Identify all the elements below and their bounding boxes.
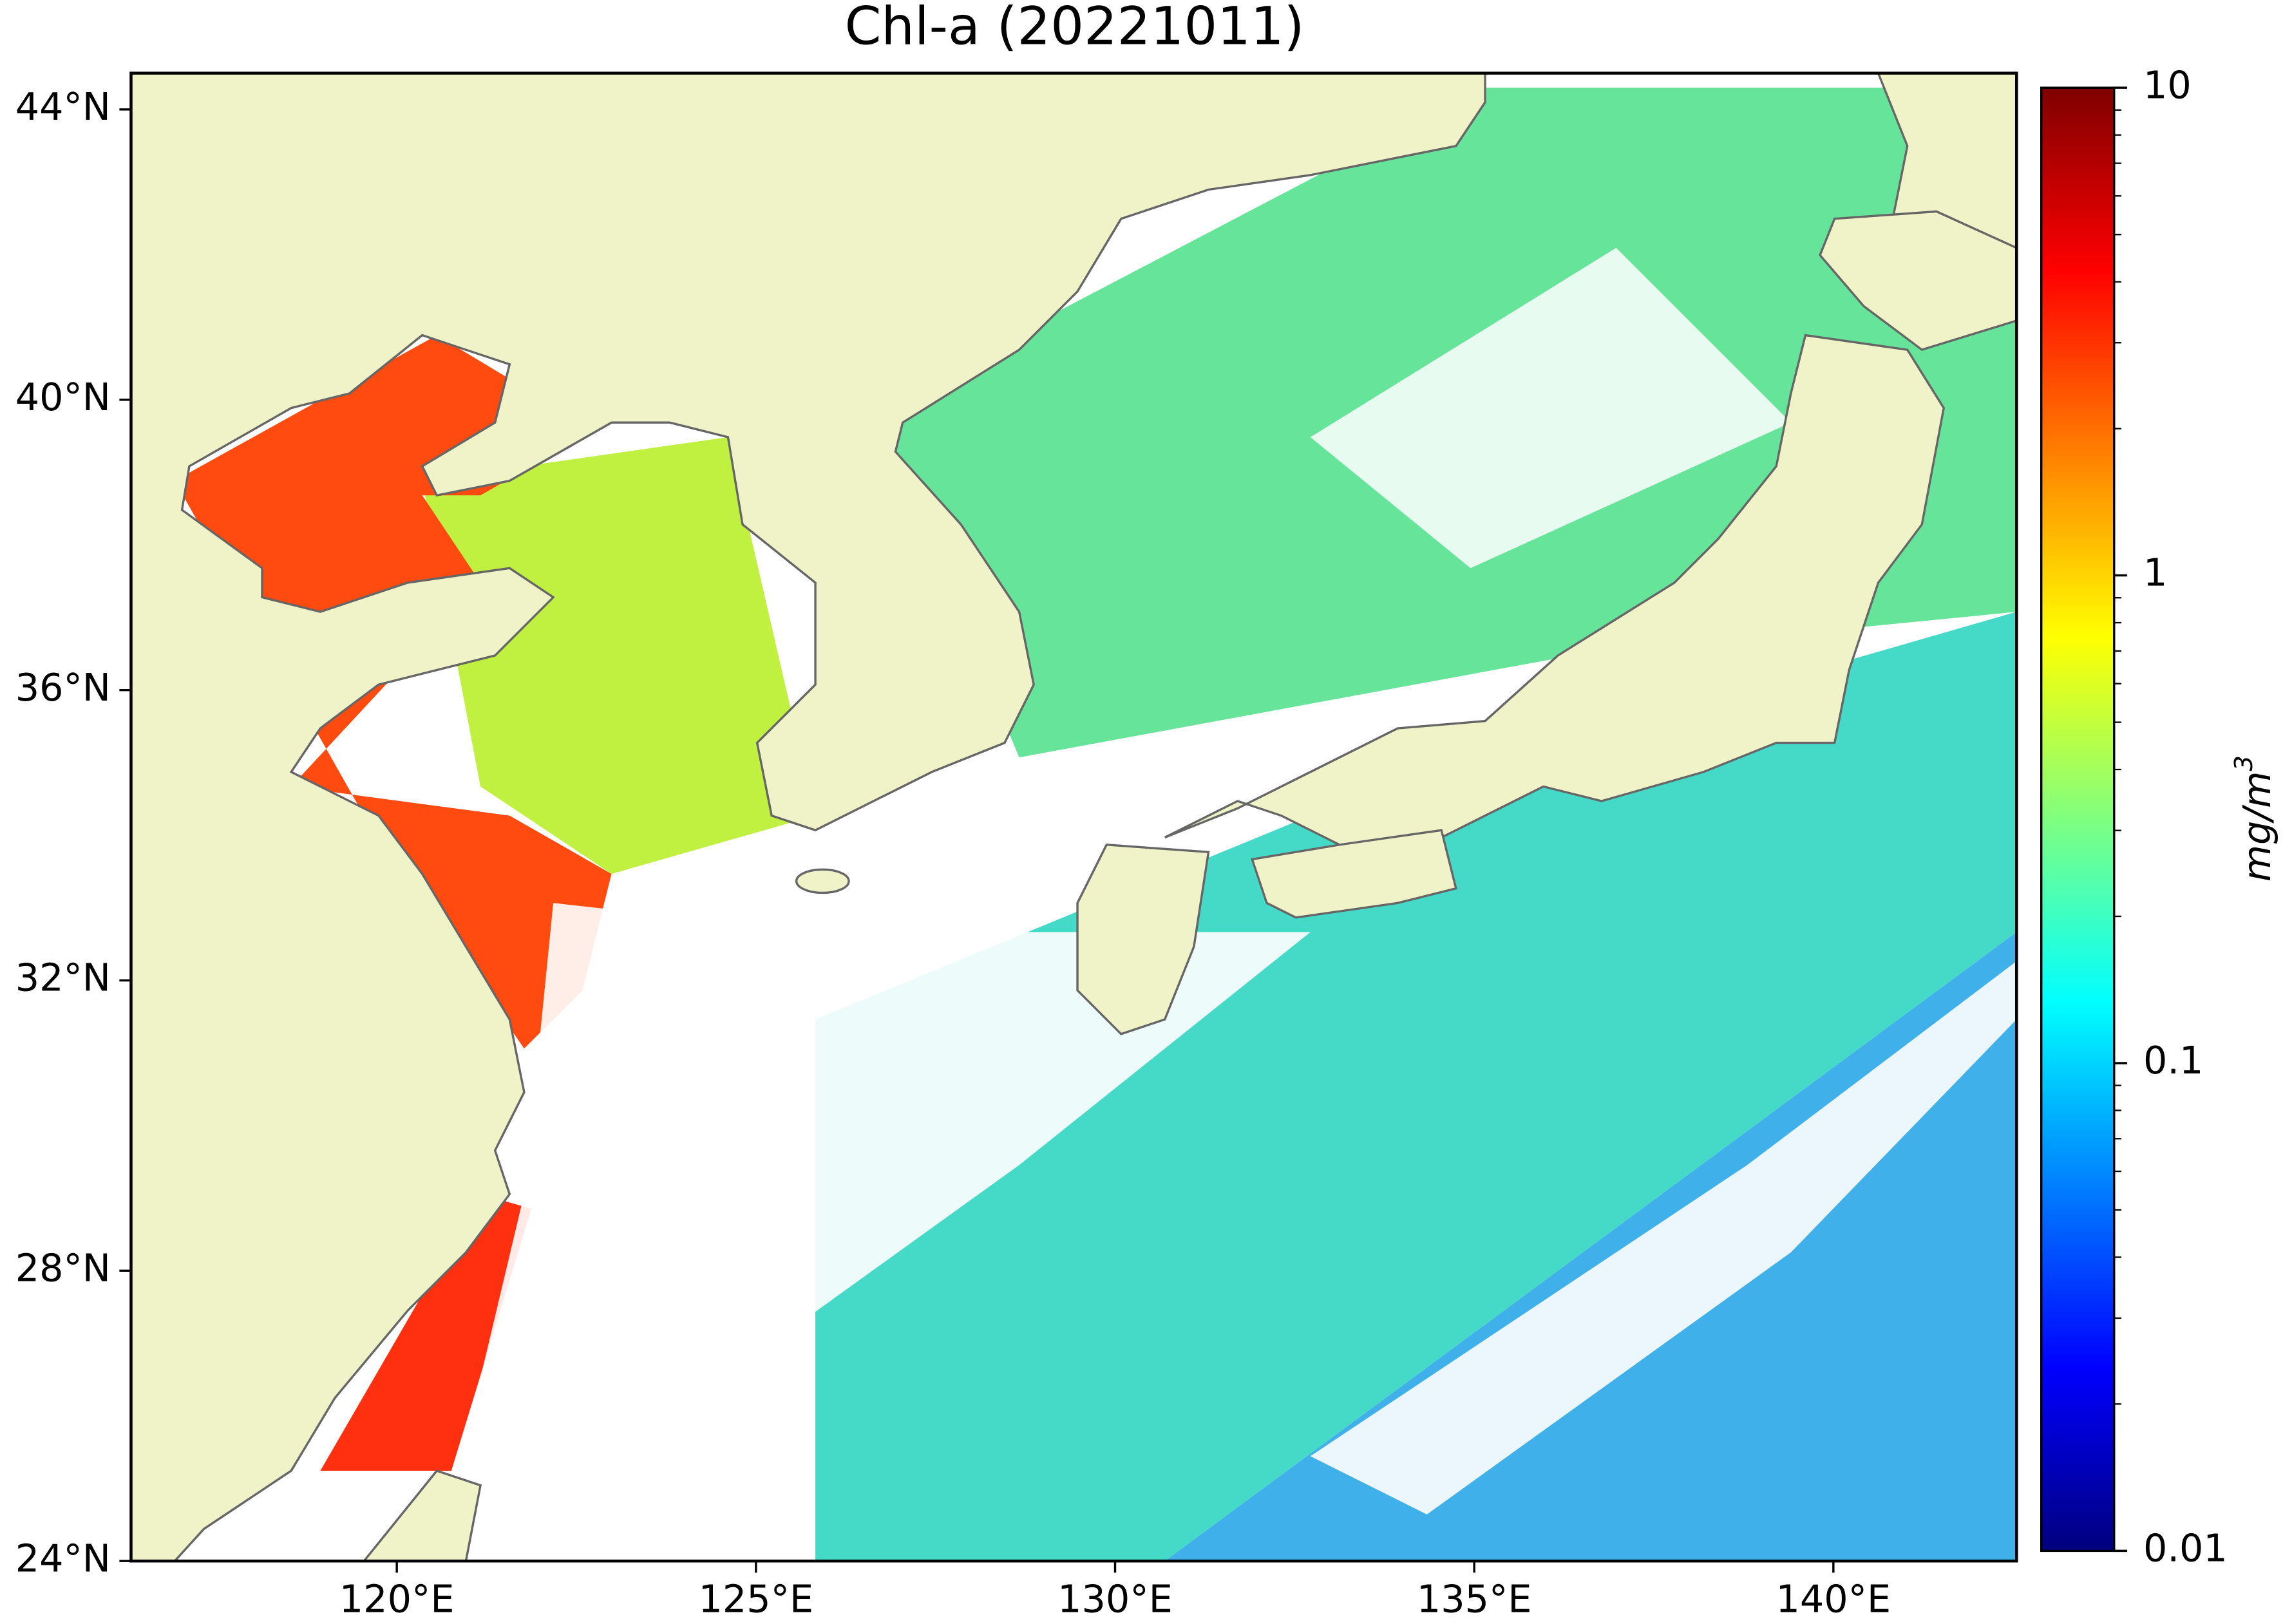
colorbar-tick-label: 1 [2143, 551, 2167, 595]
x-tick-label: 120°E [339, 1577, 455, 1621]
y-tick-label: 32°N [15, 956, 111, 1000]
y-tick-label: 40°N [15, 375, 111, 419]
colorbar-label: mg/m3 [2230, 755, 2279, 882]
y-tick-label: 28°N [15, 1245, 111, 1290]
axes: 120°E 125°E 130°E 135°E 140°E 24°N 28°N 32°N 36°… [15, 62, 2228, 1621]
cloud [1310, 961, 2017, 1515]
y-tick-label: 24°N [15, 1536, 111, 1580]
x-tick-label: 140°E [1776, 1577, 1891, 1621]
land-shikoku [1251, 829, 1457, 919]
y-tick-label: 36°N [15, 665, 111, 710]
bohai-chl [175, 335, 612, 1049]
colorbar-tick-label: 10 [2143, 62, 2192, 107]
x-tick-label: 125°E [698, 1577, 813, 1621]
land-mainland [131, 73, 1486, 1562]
cloud [1310, 247, 1791, 569]
colorbar-label-superscript: 3 [2230, 755, 2259, 771]
colorbar-label-text: mg/m [2235, 771, 2279, 882]
y-tick-label: 44°N [15, 84, 111, 129]
land-kyushu [1076, 844, 1210, 1035]
land-jeju [795, 868, 850, 894]
x-tick-label: 135°E [1417, 1577, 1532, 1621]
coastal-chl [320, 1194, 532, 1471]
yellow-sea-chl [422, 437, 816, 874]
map-title: Chl-a (20221011) [845, 0, 1305, 57]
cloud [437, 903, 1311, 1562]
land-taiwan [363, 1469, 482, 1562]
land-hokkaido [1819, 210, 2017, 352]
colorbar-tick-label: 0.1 [2143, 1038, 2203, 1082]
chl-mid-region [815, 612, 2017, 1562]
map-area [131, 73, 2017, 1562]
x-tick-label: 130°E [1057, 1577, 1173, 1621]
colorbar-tick-label: 0.01 [2143, 1525, 2228, 1570]
colorbar [2040, 86, 2116, 1553]
map-frame [129, 71, 2018, 1563]
